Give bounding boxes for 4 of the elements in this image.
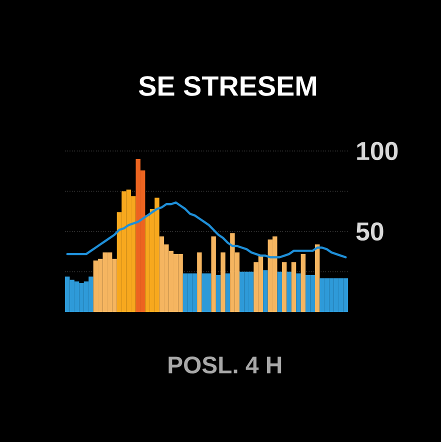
chart-title: SE STRESEM bbox=[138, 76, 316, 96]
y-tick-label: 100 bbox=[357, 142, 398, 160]
y-tick-label: 50 bbox=[356, 222, 384, 241]
x-axis-title: POSL. 4 H bbox=[168, 356, 282, 374]
